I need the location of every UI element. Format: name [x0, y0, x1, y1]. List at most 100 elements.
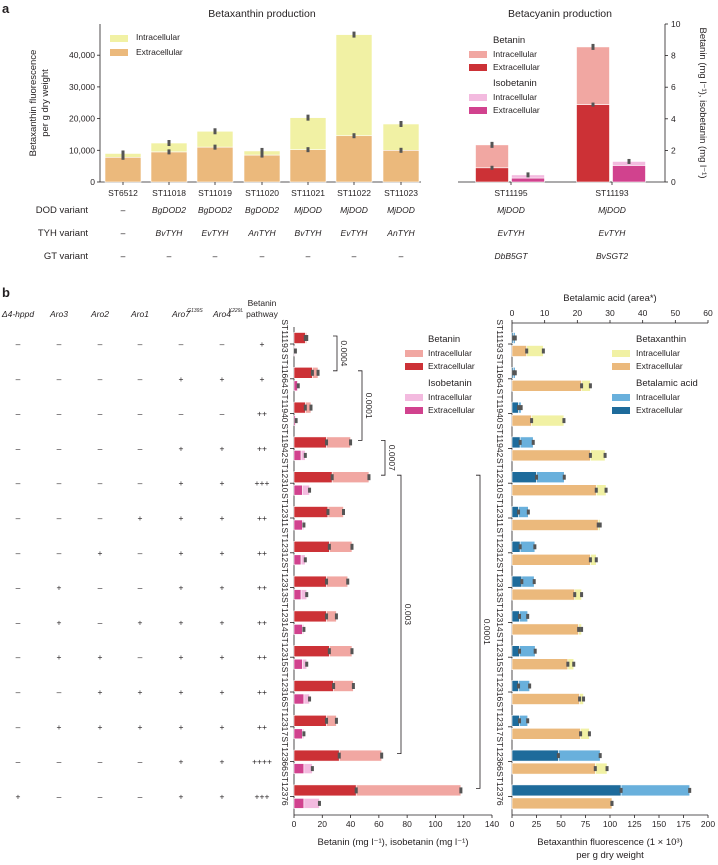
error-bar: [532, 579, 536, 585]
genotype-cell: +: [179, 583, 184, 593]
error-bar: [302, 731, 306, 737]
bar-extracellular: [382, 150, 420, 183]
variant-value: –: [120, 251, 126, 261]
y-tick-label: 10,000: [69, 145, 95, 155]
error-bar: [296, 383, 300, 389]
error-bar: [518, 718, 522, 724]
genotype-column-header: Δ4-hppd: [1, 309, 34, 319]
genotype-cell: +: [179, 374, 184, 384]
genotype-cell: –: [16, 687, 21, 697]
bar-isobetanin-extracellular: [293, 589, 302, 600]
error-bar: [167, 140, 171, 147]
error-bar: [308, 696, 312, 702]
strain-label: ST12313: [495, 562, 505, 597]
variant-value: EvTYH: [341, 228, 369, 238]
y-tick-label: 0: [671, 177, 676, 187]
top-x-tick-label: 40: [638, 308, 648, 318]
bar-betalamic-intracellular: [536, 471, 565, 484]
error-bar: [342, 509, 345, 515]
y-tick-label: 10: [671, 19, 681, 29]
genotype-cell: –: [57, 791, 62, 801]
genotype-column-header: Aro3: [49, 309, 68, 319]
y-tick-label: 20,000: [69, 114, 95, 124]
legend-swatch-extracellular: [110, 49, 128, 56]
legend-swatch: [405, 363, 423, 370]
legend-group-title: Isobetanin: [428, 378, 472, 389]
genotype-cell: ++++: [252, 757, 272, 767]
variant-value: EvTYH: [599, 228, 627, 238]
bar-isobetanin-extracellular: [293, 798, 305, 809]
genotype-cell: +: [179, 722, 184, 732]
variant-value: BgDOD2: [198, 205, 232, 215]
error-bar: [594, 487, 598, 493]
bar-betanin-intracellular: [326, 575, 349, 588]
genotype-cell: +: [57, 652, 62, 662]
error-bar: [533, 544, 537, 550]
legend-group-title: Betalamic acid: [636, 378, 698, 389]
error-bar: [310, 369, 314, 376]
strain-label: ST12312: [280, 528, 290, 563]
genotype-cell: –: [16, 757, 21, 767]
y-tick-label: 0: [90, 177, 95, 187]
error-bar: [303, 452, 307, 458]
x-tick-label: ST11193: [595, 188, 629, 198]
genotype-cell: +: [179, 757, 184, 767]
variant-value: BvSGT2: [596, 251, 628, 261]
variant-value: –: [120, 228, 126, 238]
strain-label: ST12311: [280, 493, 290, 527]
genotype-cell: +: [179, 548, 184, 558]
variant-value: –: [305, 251, 311, 261]
x-tick-label: 175: [676, 819, 690, 829]
error-bar: [573, 592, 577, 598]
error-bar: [306, 147, 310, 153]
error-bar: [587, 731, 591, 737]
variant-value: –: [166, 251, 172, 261]
genotype-cell: –: [57, 513, 62, 523]
error-bar: [294, 418, 298, 424]
bar-isobetanin-extracellular: [293, 519, 303, 531]
strain-label: ST12315: [280, 632, 290, 667]
bar-isobetanin-extracellular: [293, 484, 303, 496]
error-bar: [517, 683, 521, 689]
legend-label: Extracellular: [136, 47, 183, 57]
error-bar: [325, 578, 329, 585]
error-bar: [326, 509, 330, 515]
genotype-cell: +: [179, 687, 184, 697]
legend-label: Intracellular: [493, 49, 537, 59]
variant-value: –: [351, 251, 357, 261]
x-tick-label: ST11019: [198, 188, 232, 198]
bar-betanin-intracellular: [329, 540, 353, 553]
legend-label: Extracellular: [493, 105, 540, 115]
genotype-cell: –: [98, 757, 103, 767]
p-value-label: 0.003: [403, 604, 413, 626]
error-bar: [352, 133, 356, 139]
genotype-cell: +: [220, 513, 225, 523]
strain-label: ST12310: [495, 458, 505, 493]
x-tick-label: 140: [485, 819, 499, 829]
bar-isobetanin-extracellular: [293, 658, 303, 670]
error-bar: [167, 149, 171, 155]
error-bar: [303, 404, 307, 411]
genotype-cell: +: [179, 478, 184, 488]
bar-betanin-intracellular: [331, 471, 370, 484]
error-bar: [530, 418, 534, 424]
bar-betanin-extracellular: [293, 610, 327, 623]
error-bar: [306, 114, 310, 121]
error-bar: [562, 418, 566, 424]
error-bar: [604, 487, 608, 493]
bar-betaxanthin-extracellular: [511, 553, 591, 566]
error-bar: [588, 557, 592, 563]
genotype-cell: –: [138, 583, 143, 593]
variant-value: MjDOD: [598, 205, 626, 215]
y-tick-label: 30,000: [69, 82, 95, 92]
bar-betanin-extracellular: [293, 645, 330, 658]
error-bar: [526, 718, 530, 724]
panel-label-a: a: [2, 1, 10, 16]
error-bar: [260, 147, 264, 154]
error-bar: [325, 717, 329, 724]
error-bar: [579, 731, 583, 737]
error-bar: [350, 543, 354, 550]
genotype-cell: +: [179, 513, 184, 523]
bar-betaxanthin-extracellular: [511, 414, 532, 427]
bar-betalamic-intracellular: [518, 680, 530, 692]
